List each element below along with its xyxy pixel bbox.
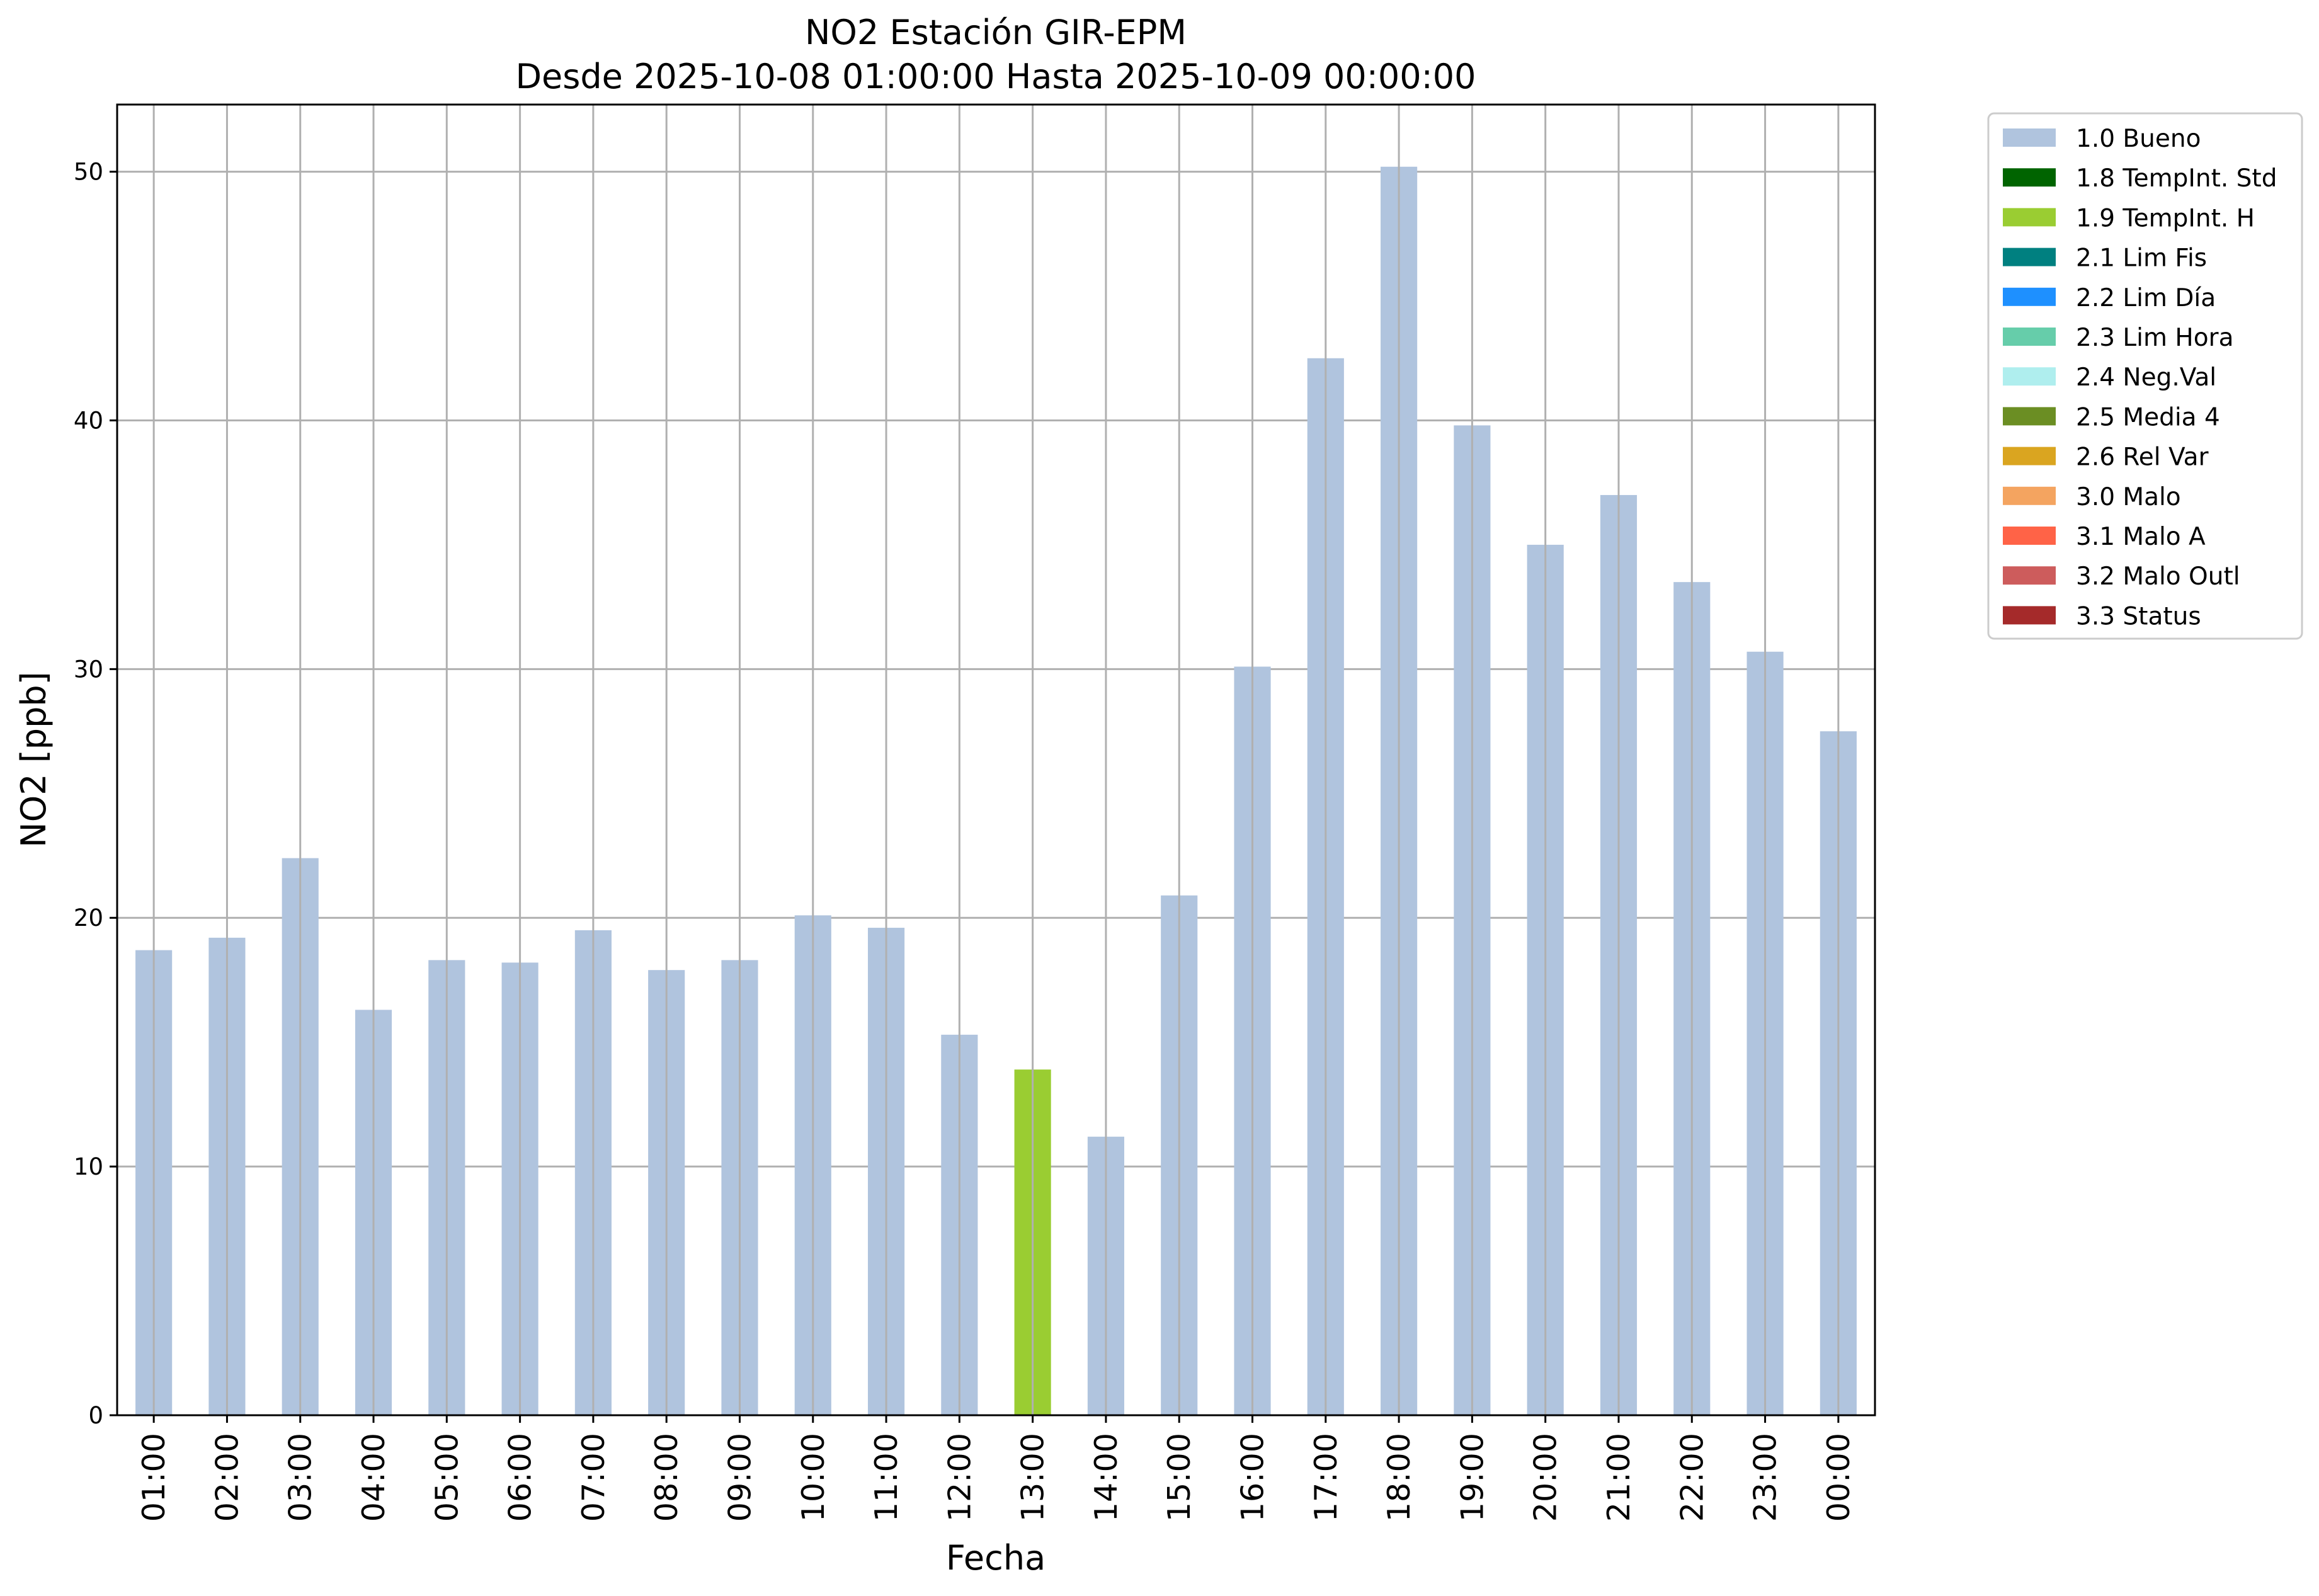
grid-lines-over-bars: [152, 105, 1840, 1415]
legend-label: 1.0 Bueno: [2076, 125, 2201, 153]
legend-swatch: [2003, 208, 2056, 227]
x-tick-label: 17:00: [1308, 1433, 1344, 1522]
legend-label: 3.3 Status: [2076, 602, 2201, 630]
y-axis: 0 10 20 30 40 50: [74, 159, 117, 1429]
x-tick-label: 19:00: [1454, 1433, 1490, 1522]
x-tick-label: 08:00: [649, 1433, 685, 1522]
legend: 1.0 Bueno 1.8 TempInt. Std 1.9 TempInt. H 2…: [1987, 112, 2303, 640]
legend-swatch: [2003, 486, 2056, 505]
legend-label: 2.1 Lim Fis: [2076, 244, 2207, 273]
x-tick-label: 01:00: [136, 1433, 172, 1522]
legend-label: 2.4 Neg.Val: [2076, 363, 2216, 392]
x-tick-label: 07:00: [576, 1433, 612, 1522]
y-tick-label: 50: [74, 159, 103, 186]
legend-label: 3.2 Malo Outl: [2076, 562, 2240, 591]
y-tick-label: 30: [74, 656, 103, 683]
x-tick-label: 03:00: [283, 1433, 319, 1522]
legend-label: 3.1 Malo A: [2076, 523, 2206, 551]
x-tick-label: 20:00: [1528, 1433, 1564, 1522]
legend-label: 2.6 Rel Var: [2076, 443, 2209, 472]
x-tick-label: 00:00: [1821, 1433, 1857, 1522]
x-tick-label: 09:00: [722, 1433, 758, 1522]
legend-swatch: [2003, 168, 2056, 187]
legend-swatch: [2003, 527, 2056, 545]
legend-label: 2.3 Lim Hora: [2076, 324, 2234, 352]
y-tick-label: 40: [74, 407, 103, 434]
legend-label: 1.8 TempInt. Std: [2076, 164, 2277, 193]
x-tick-label: 16:00: [1235, 1433, 1271, 1522]
x-tick-label: 21:00: [1601, 1433, 1637, 1522]
legend-swatch: [2003, 447, 2056, 465]
x-tick-label: 13:00: [1015, 1433, 1051, 1522]
chart-title: NO2 Estación GIR-EPM: [805, 13, 1187, 52]
legend-swatch: [2003, 328, 2056, 346]
x-tick-label: 12:00: [942, 1433, 977, 1522]
x-axis-label: Fecha: [946, 1538, 1046, 1578]
x-tick-label: 11:00: [869, 1433, 904, 1522]
legend-label: 2.5 Media 4: [2076, 403, 2220, 431]
legend-swatch: [2003, 407, 2056, 426]
legend-label: 1.9 TempInt. H: [2076, 204, 2255, 232]
plot-frame: [116, 103, 1876, 1416]
x-tick-label: 22:00: [1674, 1433, 1710, 1522]
legend-swatch: [2003, 248, 2056, 266]
x-tick-label: 23:00: [1748, 1433, 1784, 1522]
y-tick-label: 10: [74, 1153, 103, 1180]
x-tick-label: 15:00: [1161, 1433, 1197, 1522]
x-tick-label: 18:00: [1381, 1433, 1417, 1522]
legend-frame: [1987, 112, 2303, 640]
x-tick-label: 10:00: [795, 1433, 831, 1522]
y-tick-label: 20: [74, 904, 103, 932]
x-tick-label: 04:00: [356, 1433, 392, 1522]
x-tick-label: 14:00: [1088, 1433, 1124, 1522]
x-tick-label: 05:00: [429, 1433, 465, 1522]
y-tick-label: 0: [88, 1402, 103, 1429]
legend-label: 3.0 Malo: [2076, 483, 2181, 511]
x-tick-label: 02:00: [209, 1433, 245, 1522]
y-axis-label: NO2 [ppb]: [14, 671, 54, 847]
x-axis: 01:00 02:00 03:00 04:00 05:00 06:00 07:00 08:00…: [136, 1415, 1857, 1522]
legend-swatch: [2003, 128, 2056, 147]
x-tick-label: 06:00: [503, 1433, 538, 1522]
chart-subtitle: Desde 2025-10-08 01:00:00 Hasta 2025-10-…: [515, 57, 1476, 96]
legend-swatch: [2003, 566, 2056, 585]
legend-swatch: [2003, 287, 2056, 306]
legend-swatch: [2003, 606, 2056, 625]
grid-lines: [117, 171, 1875, 1168]
legend-label: 2.2 Lim Día: [2076, 284, 2216, 312]
legend-swatch: [2003, 367, 2056, 386]
